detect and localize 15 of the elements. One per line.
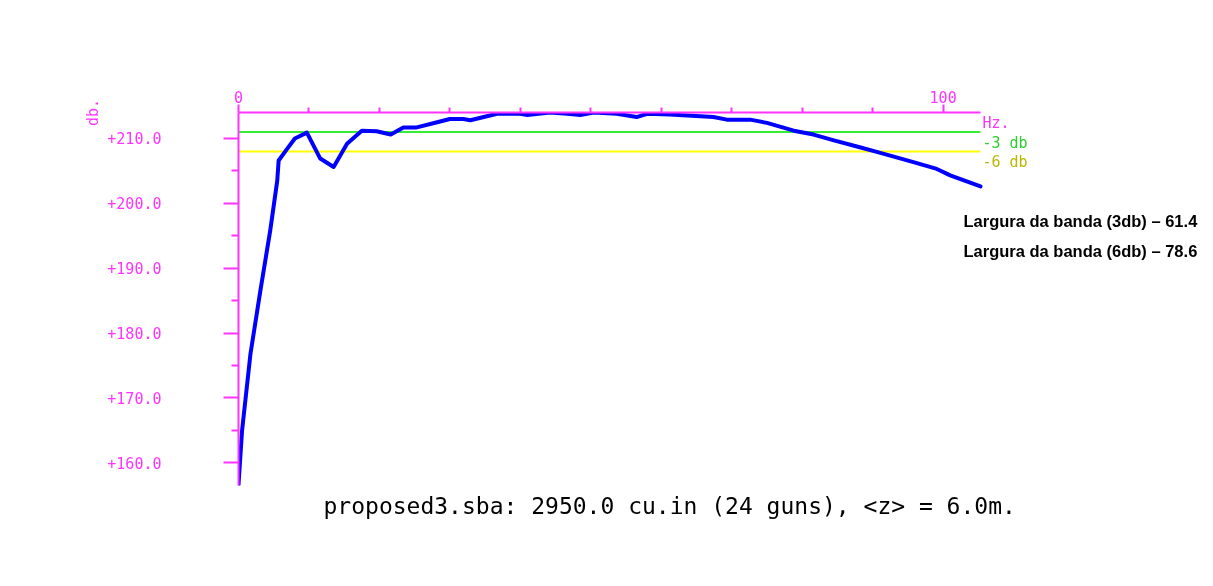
ref-line-label: -6 db <box>982 153 1028 172</box>
ref-line-label: -3 db <box>982 133 1028 152</box>
y-tick-label: +170.0 <box>107 389 162 408</box>
x-tick-label: 0 <box>233 88 244 107</box>
y-tick-label: +190.0 <box>107 260 162 279</box>
y-tick-label: +200.0 <box>107 195 162 214</box>
text: proposed3.sba: 2950.0 cu.in (24 guns), <z> = 6.0m. <box>323 492 1016 519</box>
y-tick-label: +180.0 <box>107 325 162 344</box>
x-axis-title: Hz. <box>982 113 1010 132</box>
annotation: Largura da banda (6db) – 78.6 <box>963 241 1198 260</box>
annotation: Largura da banda (3db) – 61.4 <box>963 211 1199 230</box>
y-tick-label: +160.0 <box>107 454 162 473</box>
y-tick-label: +210.0 <box>107 130 162 149</box>
x-tick-label: 100 <box>929 88 957 107</box>
y-axis-title: db. <box>84 98 103 127</box>
